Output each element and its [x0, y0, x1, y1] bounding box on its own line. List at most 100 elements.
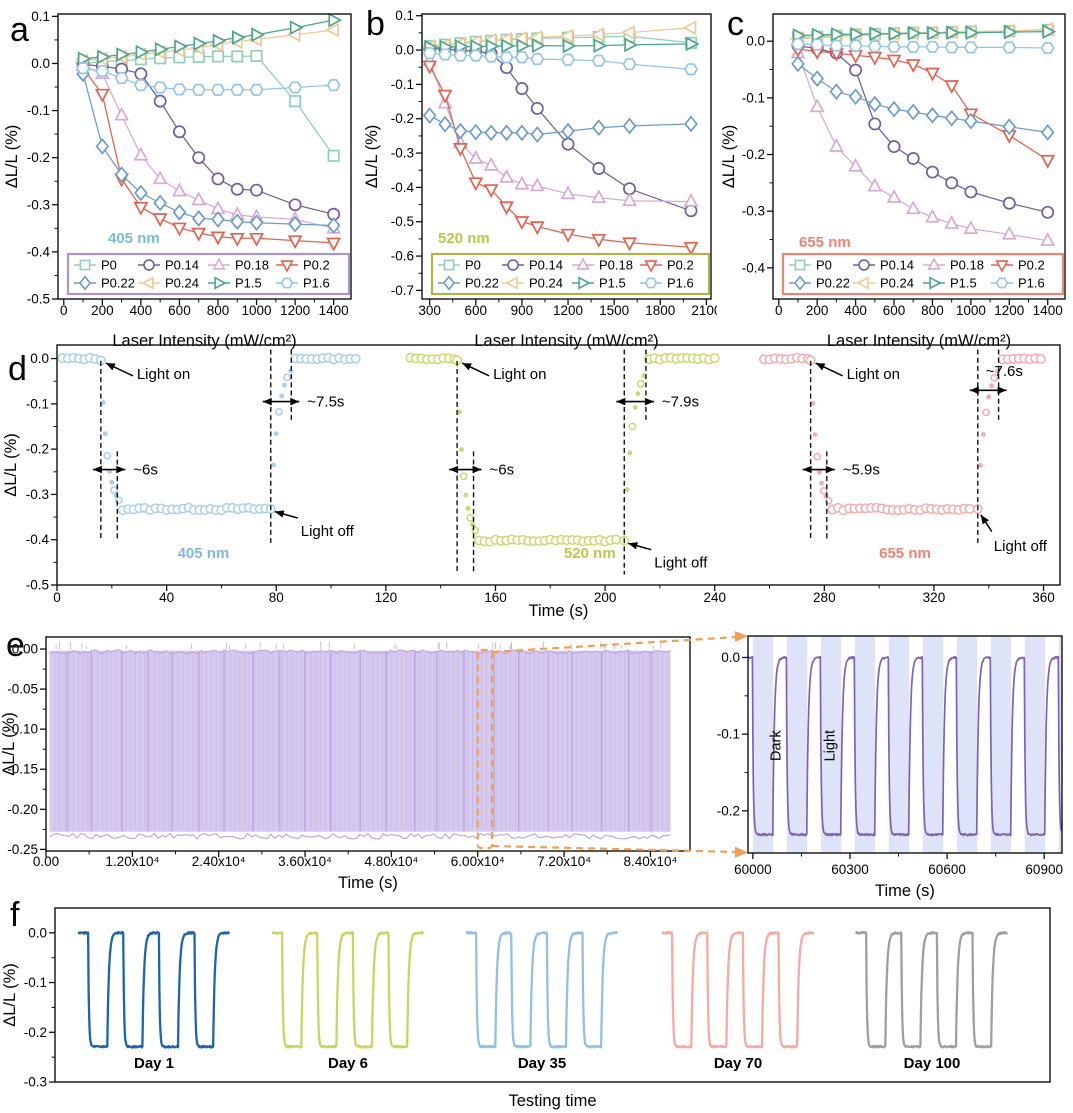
triangle-down-marker [886, 54, 902, 69]
rise-time-label: ~7.9s [662, 394, 699, 411]
day-label-3: Day 70 [714, 1055, 762, 1072]
y-tick-label: -0.05 [7, 682, 38, 697]
fall-time-label: ~6s [490, 462, 515, 479]
legend-label-P0: P0 [816, 258, 832, 273]
y-tick-label: -0.2 [717, 803, 740, 818]
triangle-down-marker [326, 237, 342, 252]
x-tick-label: 1200 [994, 303, 1024, 318]
triangle-down-marker [867, 51, 883, 66]
triangle-left-marker [559, 28, 574, 44]
square-marker [794, 259, 806, 271]
light-on-label: Light on [493, 366, 546, 383]
legend-label-P0.22: P0.22 [101, 276, 135, 291]
diamond-marker [230, 213, 245, 231]
hexagon-marker [848, 39, 863, 52]
triangle-left-marker [682, 20, 697, 36]
arrowhead-icon [290, 397, 300, 406]
circle-marker [684, 204, 698, 218]
legend-label-P0.18: P0.18 [235, 258, 269, 273]
triangle-left-marker [325, 22, 339, 38]
x-tick-label: 80 [269, 590, 284, 605]
circle-marker [964, 185, 978, 199]
light-period-band [990, 636, 1012, 853]
hexagon-marker [684, 63, 698, 76]
circle-marker [849, 63, 863, 77]
hexagon-marker [1002, 41, 1017, 54]
triangle-right-marker [850, 26, 865, 42]
triangle-up-marker [514, 175, 530, 190]
day-curve-0 [77, 930, 231, 1049]
arrowhead-icon [825, 465, 835, 474]
x-tick-label: 60300 [831, 862, 869, 877]
x-tick-label: 60600 [928, 862, 966, 877]
arrowhead-icon [734, 846, 748, 858]
x-tick-label: 1400 [319, 303, 349, 318]
triangle-right-marker [929, 276, 942, 290]
x-tick-label: 300 [418, 303, 441, 318]
series-line-P0.18 [797, 52, 1048, 242]
diamond-marker [944, 109, 959, 127]
triangle-right-marker [251, 27, 266, 43]
diamond-marker [172, 203, 187, 221]
x-tick-label: 60900 [1025, 862, 1063, 877]
hexagon-marker [438, 48, 453, 61]
diamond-marker [249, 214, 264, 232]
y-tick-label: -0.3 [26, 487, 49, 502]
light-on-label: Light on [847, 366, 900, 383]
diamond-marker [211, 211, 225, 228]
circle-marker [172, 125, 186, 139]
diamond-marker [887, 100, 901, 118]
panel-d: 0 40 80 120 160 200 240 280 320 360 0.0 -0.1 -0.2 -0.… [2, 344, 1061, 620]
triangle-right-marker [135, 44, 150, 60]
hexagon-marker [191, 83, 206, 96]
triangle-down-marker [499, 201, 514, 216]
hexagon-marker [810, 38, 825, 51]
arrowhead-icon [997, 386, 1007, 395]
hexagon-marker [95, 64, 110, 78]
panel-e: 0.00 1.20x10⁴ 2.40x10⁴ 3.60x10⁴ 4.80x10⁴ 6.00… [0, 631, 1063, 900]
x-axis-title: Time (s) [338, 874, 398, 892]
y-tick-label: -0.1 [717, 727, 740, 742]
light-period-band [1024, 636, 1046, 853]
light-period-band [956, 636, 978, 853]
legend-label-P0.24: P0.24 [880, 276, 914, 291]
x-tick-label: 0 [775, 303, 783, 318]
plot-frame [54, 907, 1051, 1083]
diamond-marker [793, 275, 807, 291]
circle-marker [288, 198, 302, 212]
triangle-up-marker [172, 182, 187, 197]
wavelength-label: 405 nm [108, 230, 160, 247]
triangle-up-marker [191, 191, 207, 206]
x-tick-label: 800 [921, 303, 944, 318]
triangle-down-marker [133, 201, 149, 216]
circle-marker [1002, 196, 1016, 210]
hexagon-marker [530, 52, 545, 66]
hexagon-marker [867, 40, 882, 53]
y-tick-label: -0.1 [391, 77, 414, 92]
plot-frame [772, 13, 1066, 300]
hexagon-marker [468, 49, 483, 62]
triangle-left-marker [505, 276, 518, 290]
diamond-marker [326, 217, 341, 234]
legend-box [430, 252, 711, 296]
y-tick-label: -0.1 [742, 90, 765, 105]
x-tick-label: 1200 [280, 303, 310, 318]
day-label-4: Day 100 [904, 1055, 961, 1072]
diamond-marker [438, 115, 452, 133]
x-tick-label: 0 [60, 303, 68, 318]
arrowhead-icon [802, 465, 812, 474]
x-tick-label: 0 [53, 590, 61, 605]
series-line-P0.2 [82, 67, 334, 244]
panel-letter-b: b [366, 5, 385, 43]
x-tick-label: 60000 [734, 862, 772, 877]
triangle-up-marker [848, 157, 864, 172]
triangle-up-marker [1040, 232, 1056, 246]
legend-label-P1.6: P1.6 [667, 276, 694, 291]
circle-marker [143, 259, 155, 271]
triangle-right-marker [77, 51, 92, 67]
x-tick-label: 400 [844, 303, 867, 318]
hexagon-marker [944, 41, 959, 54]
legend-label-P0.14: P0.14 [165, 258, 199, 273]
panel-f: 0.0 -0.1 -0.2 -0.3 ΔL/L (%) Testing time Day 1… [1, 907, 1051, 1110]
